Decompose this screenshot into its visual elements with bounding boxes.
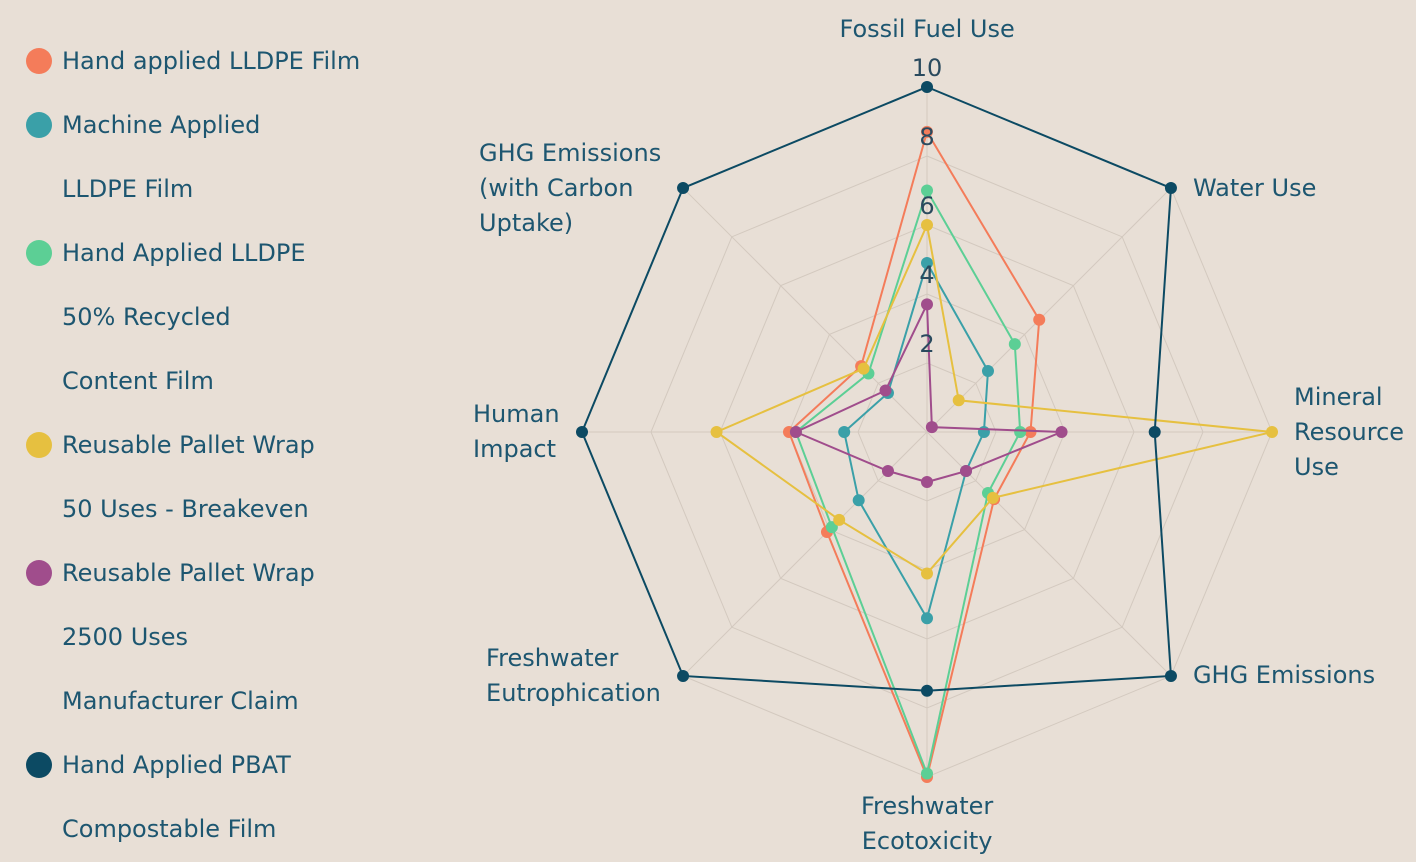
point bbox=[921, 298, 933, 311]
axis-label: GHG Emissions bbox=[1192, 661, 1376, 690]
axis-label: Water Use bbox=[1192, 173, 1317, 202]
point bbox=[921, 256, 933, 269]
series-line bbox=[794, 188, 1022, 778]
point bbox=[838, 426, 851, 438]
legend-item: Hand Applied PBAT Compostable Film bbox=[26, 733, 291, 861]
axis-label: GHG Emissions (with Carbon Uptake) bbox=[479, 138, 662, 237]
point bbox=[881, 465, 894, 478]
point bbox=[576, 426, 588, 438]
point bbox=[1055, 426, 1068, 438]
point bbox=[677, 669, 690, 682]
legend-label: Reusable Pallet Wrap 50 Uses - Breakeven bbox=[62, 431, 315, 523]
point bbox=[1148, 426, 1161, 438]
axis-label: Mineral Resource Use bbox=[1294, 382, 1405, 481]
legend-item: Reusable Pallet Wrap 50 Uses - Breakeven bbox=[26, 413, 315, 541]
point bbox=[852, 494, 865, 507]
point bbox=[921, 684, 933, 697]
legend-item: Machine Applied LLDPE Film bbox=[26, 93, 260, 221]
point bbox=[960, 465, 973, 478]
legend-item: Reusable Pallet Wrap 2500 Uses Manufactu… bbox=[26, 541, 315, 733]
radial-tick-label: 10 bbox=[912, 54, 943, 82]
point bbox=[981, 365, 994, 378]
legend-item: Hand Applied LLDPE 50% Recycled Content … bbox=[26, 221, 306, 413]
point bbox=[825, 521, 838, 534]
point bbox=[789, 426, 802, 438]
radial-tick-label: 6 bbox=[919, 192, 934, 220]
point bbox=[1164, 669, 1177, 682]
point bbox=[921, 476, 933, 489]
axis-label: Human Impact bbox=[473, 400, 560, 463]
axis-label: Freshwater Eutrophication bbox=[486, 643, 661, 707]
point bbox=[977, 426, 990, 438]
point bbox=[1266, 426, 1278, 438]
radial-tick-label: 8 bbox=[919, 123, 934, 151]
legend-marker bbox=[26, 240, 52, 266]
legend-item: Hand applied LLDPE Film bbox=[26, 29, 360, 93]
legend-marker bbox=[26, 48, 52, 74]
point bbox=[879, 384, 892, 397]
legend-marker bbox=[26, 112, 52, 138]
point bbox=[833, 513, 846, 526]
legend-label: Reusable Pallet Wrap 2500 Uses Manufactu… bbox=[62, 559, 315, 715]
point bbox=[952, 394, 965, 407]
legend-label: Hand Applied PBAT Compostable Film bbox=[62, 751, 291, 843]
legend-marker bbox=[26, 560, 52, 586]
point bbox=[677, 182, 690, 195]
legend-label: Hand applied LLDPE Film bbox=[62, 47, 361, 75]
point bbox=[921, 125, 933, 138]
point bbox=[1014, 426, 1027, 438]
point bbox=[857, 362, 870, 375]
point bbox=[921, 219, 933, 231]
legend-marker bbox=[26, 432, 52, 458]
point bbox=[710, 426, 723, 438]
point bbox=[986, 491, 999, 504]
axis-label: Freshwater Ecotoxicity bbox=[861, 792, 994, 855]
series-line bbox=[580, 85, 1173, 692]
point bbox=[925, 421, 938, 434]
radial-tick-label: 4 bbox=[919, 261, 934, 289]
point bbox=[921, 567, 933, 580]
point bbox=[1164, 182, 1177, 195]
point bbox=[1024, 426, 1037, 438]
axis-label: Fossil Fuel Use bbox=[839, 15, 1015, 43]
point bbox=[1008, 338, 1021, 351]
legend-label: Hand Applied LLDPE 50% Recycled Content … bbox=[62, 239, 306, 395]
radial-tick-label: 2 bbox=[919, 330, 934, 358]
legend-marker bbox=[26, 752, 52, 778]
point bbox=[921, 612, 933, 625]
point bbox=[921, 767, 933, 780]
spoke bbox=[926, 187, 1172, 433]
point bbox=[1033, 313, 1046, 326]
point bbox=[921, 81, 933, 93]
legend-label: Machine Applied LLDPE Film bbox=[62, 111, 261, 203]
point bbox=[921, 184, 933, 197]
